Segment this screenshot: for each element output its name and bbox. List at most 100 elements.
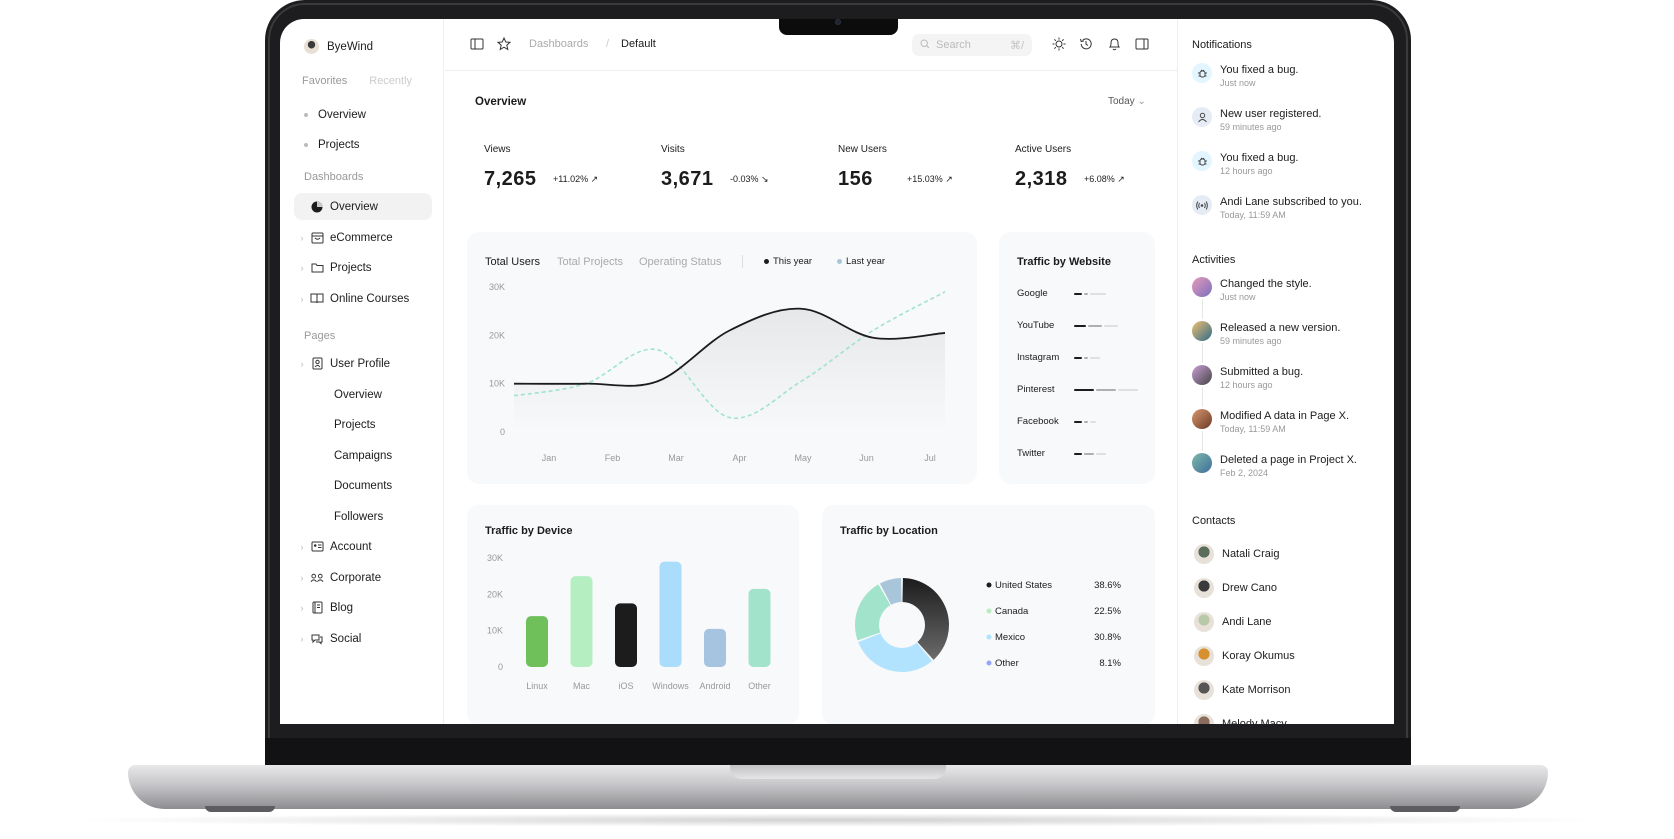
activity-item[interactable]: Changed the style. Just now (1192, 277, 1387, 303)
notification-item[interactable]: You fixed a bug. Just now (1192, 63, 1387, 89)
tab-total-projects[interactable]: Total Projects (557, 256, 624, 268)
bell-icon[interactable] (1106, 36, 1122, 52)
sidebar-subitem-projects[interactable]: Projects (294, 411, 432, 438)
laptop-shadow (60, 813, 1614, 827)
y-tick-label: 0 (498, 662, 503, 672)
activity-item[interactable]: Submitted a bug. 12 hours ago (1192, 365, 1387, 391)
site-bar (1074, 325, 1086, 327)
stat-card-active-users[interactable]: Active Users 2,318 +6.08% ↗ (998, 126, 1154, 210)
bullet-icon (304, 112, 308, 117)
site-label: Twitter (1017, 448, 1045, 459)
tab-recently[interactable]: Recently (369, 75, 413, 87)
panel-toggle-icon[interactable] (1134, 36, 1150, 52)
slice-other[interactable] (879, 578, 902, 605)
x-tick-label: iOS (618, 681, 633, 691)
contact-item[interactable]: Andi Lane (1194, 612, 1272, 632)
contact-item[interactable]: Drew Cano (1194, 578, 1277, 598)
notification-item[interactable]: Andi Lane subscribed to you. Today, 11:59… (1192, 195, 1387, 221)
avatar (1192, 453, 1212, 473)
sidebar-subitem-overview[interactable]: Overview (294, 381, 432, 408)
sidebar-item-overview[interactable]: Overview (294, 193, 432, 220)
chevron-right-icon[interactable]: › (300, 602, 304, 613)
contact-item[interactable]: Koray Okumus (1194, 646, 1295, 666)
sidebar-item-corporate[interactable]: › Corporate (294, 564, 432, 591)
x-tick-label: Mar (668, 453, 684, 463)
contact-name: Melody Macy (1222, 718, 1287, 724)
tab-favorites[interactable]: Favorites (302, 75, 348, 87)
chevron-right-icon[interactable]: › (300, 633, 304, 644)
breadcrumb-parent[interactable]: Dashboards (529, 38, 589, 50)
avatar (1194, 612, 1214, 632)
notification-content: New user registered. 59 minutes ago (1220, 107, 1322, 133)
chevron-right-icon[interactable]: › (300, 358, 304, 369)
slice-mexico[interactable] (858, 633, 933, 672)
stat-value: 7,265 (484, 168, 537, 190)
activity-item[interactable]: Deleted a page in Project X. Feb 2, 2024 (1192, 453, 1387, 479)
chevron-right-icon[interactable]: › (300, 262, 304, 273)
sidebar-item-online-courses[interactable]: › Online Courses (294, 285, 432, 312)
broadcast-icon (1192, 195, 1212, 215)
history-icon[interactable] (1078, 36, 1094, 52)
bar-android[interactable] (704, 628, 726, 667)
contact-name: Drew Cano (1222, 582, 1278, 594)
sidebar: ByeWind Favorites Recently Overview Proj… (280, 19, 444, 724)
sidebar-toggle-icon[interactable] (469, 36, 485, 52)
sidebar-item-social[interactable]: › Social (294, 625, 432, 652)
sidebar-subitem-followers[interactable]: Followers (294, 503, 432, 530)
tab-operating-status[interactable]: Operating Status (639, 256, 722, 268)
chevron-right-icon[interactable]: › (300, 293, 304, 304)
activities-heading: Activities (1192, 254, 1236, 266)
notification-item[interactable]: You fixed a bug. 12 hours ago (1192, 151, 1387, 177)
sidebar-subitem-documents[interactable]: Documents (294, 472, 432, 499)
range-select[interactable]: Today ⌄ (1108, 96, 1146, 107)
chevron-right-icon[interactable]: › (300, 572, 304, 583)
activity-item[interactable]: Modified A data in Page X. Today, 11:59 A… (1192, 409, 1387, 435)
contact-item[interactable]: Melody Macy (1194, 714, 1287, 724)
search-input[interactable]: Search ⌘/ (912, 34, 1032, 56)
sidebar-item-account[interactable]: › Account (294, 533, 432, 560)
bar-mac[interactable] (570, 576, 593, 667)
legend-label: Canada (995, 606, 1029, 617)
sidebar-item-favorite-projects[interactable]: Projects (294, 131, 432, 158)
notification-item[interactable]: New user registered. 59 minutes ago (1192, 107, 1387, 133)
stat-card-visits[interactable]: Visits 3,671 -0.03% ↘ (644, 126, 800, 210)
sidebar-item-ecommerce[interactable]: › eCommerce (294, 224, 432, 251)
brand[interactable]: ByeWind (304, 39, 373, 54)
sun-icon[interactable] (1051, 36, 1067, 52)
notification-time: 12 hours ago (1220, 166, 1273, 176)
stat-card-new-users[interactable]: New Users 156 +15.03% ↗ (821, 126, 977, 210)
contact-item[interactable]: Kate Morrison (1194, 680, 1290, 700)
tab-total-users[interactable]: Total Users (485, 256, 541, 268)
divider (742, 255, 743, 268)
sidebar-item-label: eCommerce (330, 231, 393, 244)
slice-canada[interactable] (855, 584, 891, 641)
activity-item[interactable]: Released a new version. 59 minutes ago (1192, 321, 1387, 347)
chevron-right-icon[interactable]: › (300, 541, 304, 552)
bar-ios[interactable] (615, 603, 637, 667)
site-bar (1074, 453, 1082, 455)
stat-card-views[interactable]: Views 7,265 +11.02% ↗ (467, 126, 623, 210)
sidebar-subitem-campaigns[interactable]: Campaigns (294, 442, 432, 469)
contact-name: Natali Craig (1222, 548, 1280, 560)
sidebar-item-favorite-overview[interactable]: Overview (294, 101, 432, 128)
sidebar-item-label: Projects (330, 261, 372, 274)
activity-text: Deleted a page in Project X. (1220, 454, 1357, 466)
star-icon[interactable] (496, 36, 512, 52)
sidebar-item-blog[interactable]: › Blog (294, 594, 432, 621)
bar-windows[interactable] (659, 561, 682, 667)
range-select-value: Today (1108, 96, 1135, 107)
contact-name: Andi Lane (1222, 616, 1272, 628)
sidebar-item-user-profile[interactable]: › User Profile (294, 350, 432, 377)
stat-change: +11.02% ↗ (553, 174, 598, 185)
chevron-right-icon[interactable]: › (300, 232, 304, 243)
bar-other[interactable] (748, 588, 771, 667)
stat-change-value: +11.02% (553, 174, 589, 184)
sidebar-item-projects[interactable]: › Projects (294, 254, 432, 281)
site-label: Pinterest (1017, 384, 1055, 395)
sidebar-item-label: Overview (334, 388, 382, 401)
contact-item[interactable]: Natali Craig (1194, 544, 1279, 564)
slice-united-states[interactable] (902, 578, 949, 660)
bar-linux[interactable] (526, 616, 548, 667)
camera-icon (835, 19, 841, 25)
